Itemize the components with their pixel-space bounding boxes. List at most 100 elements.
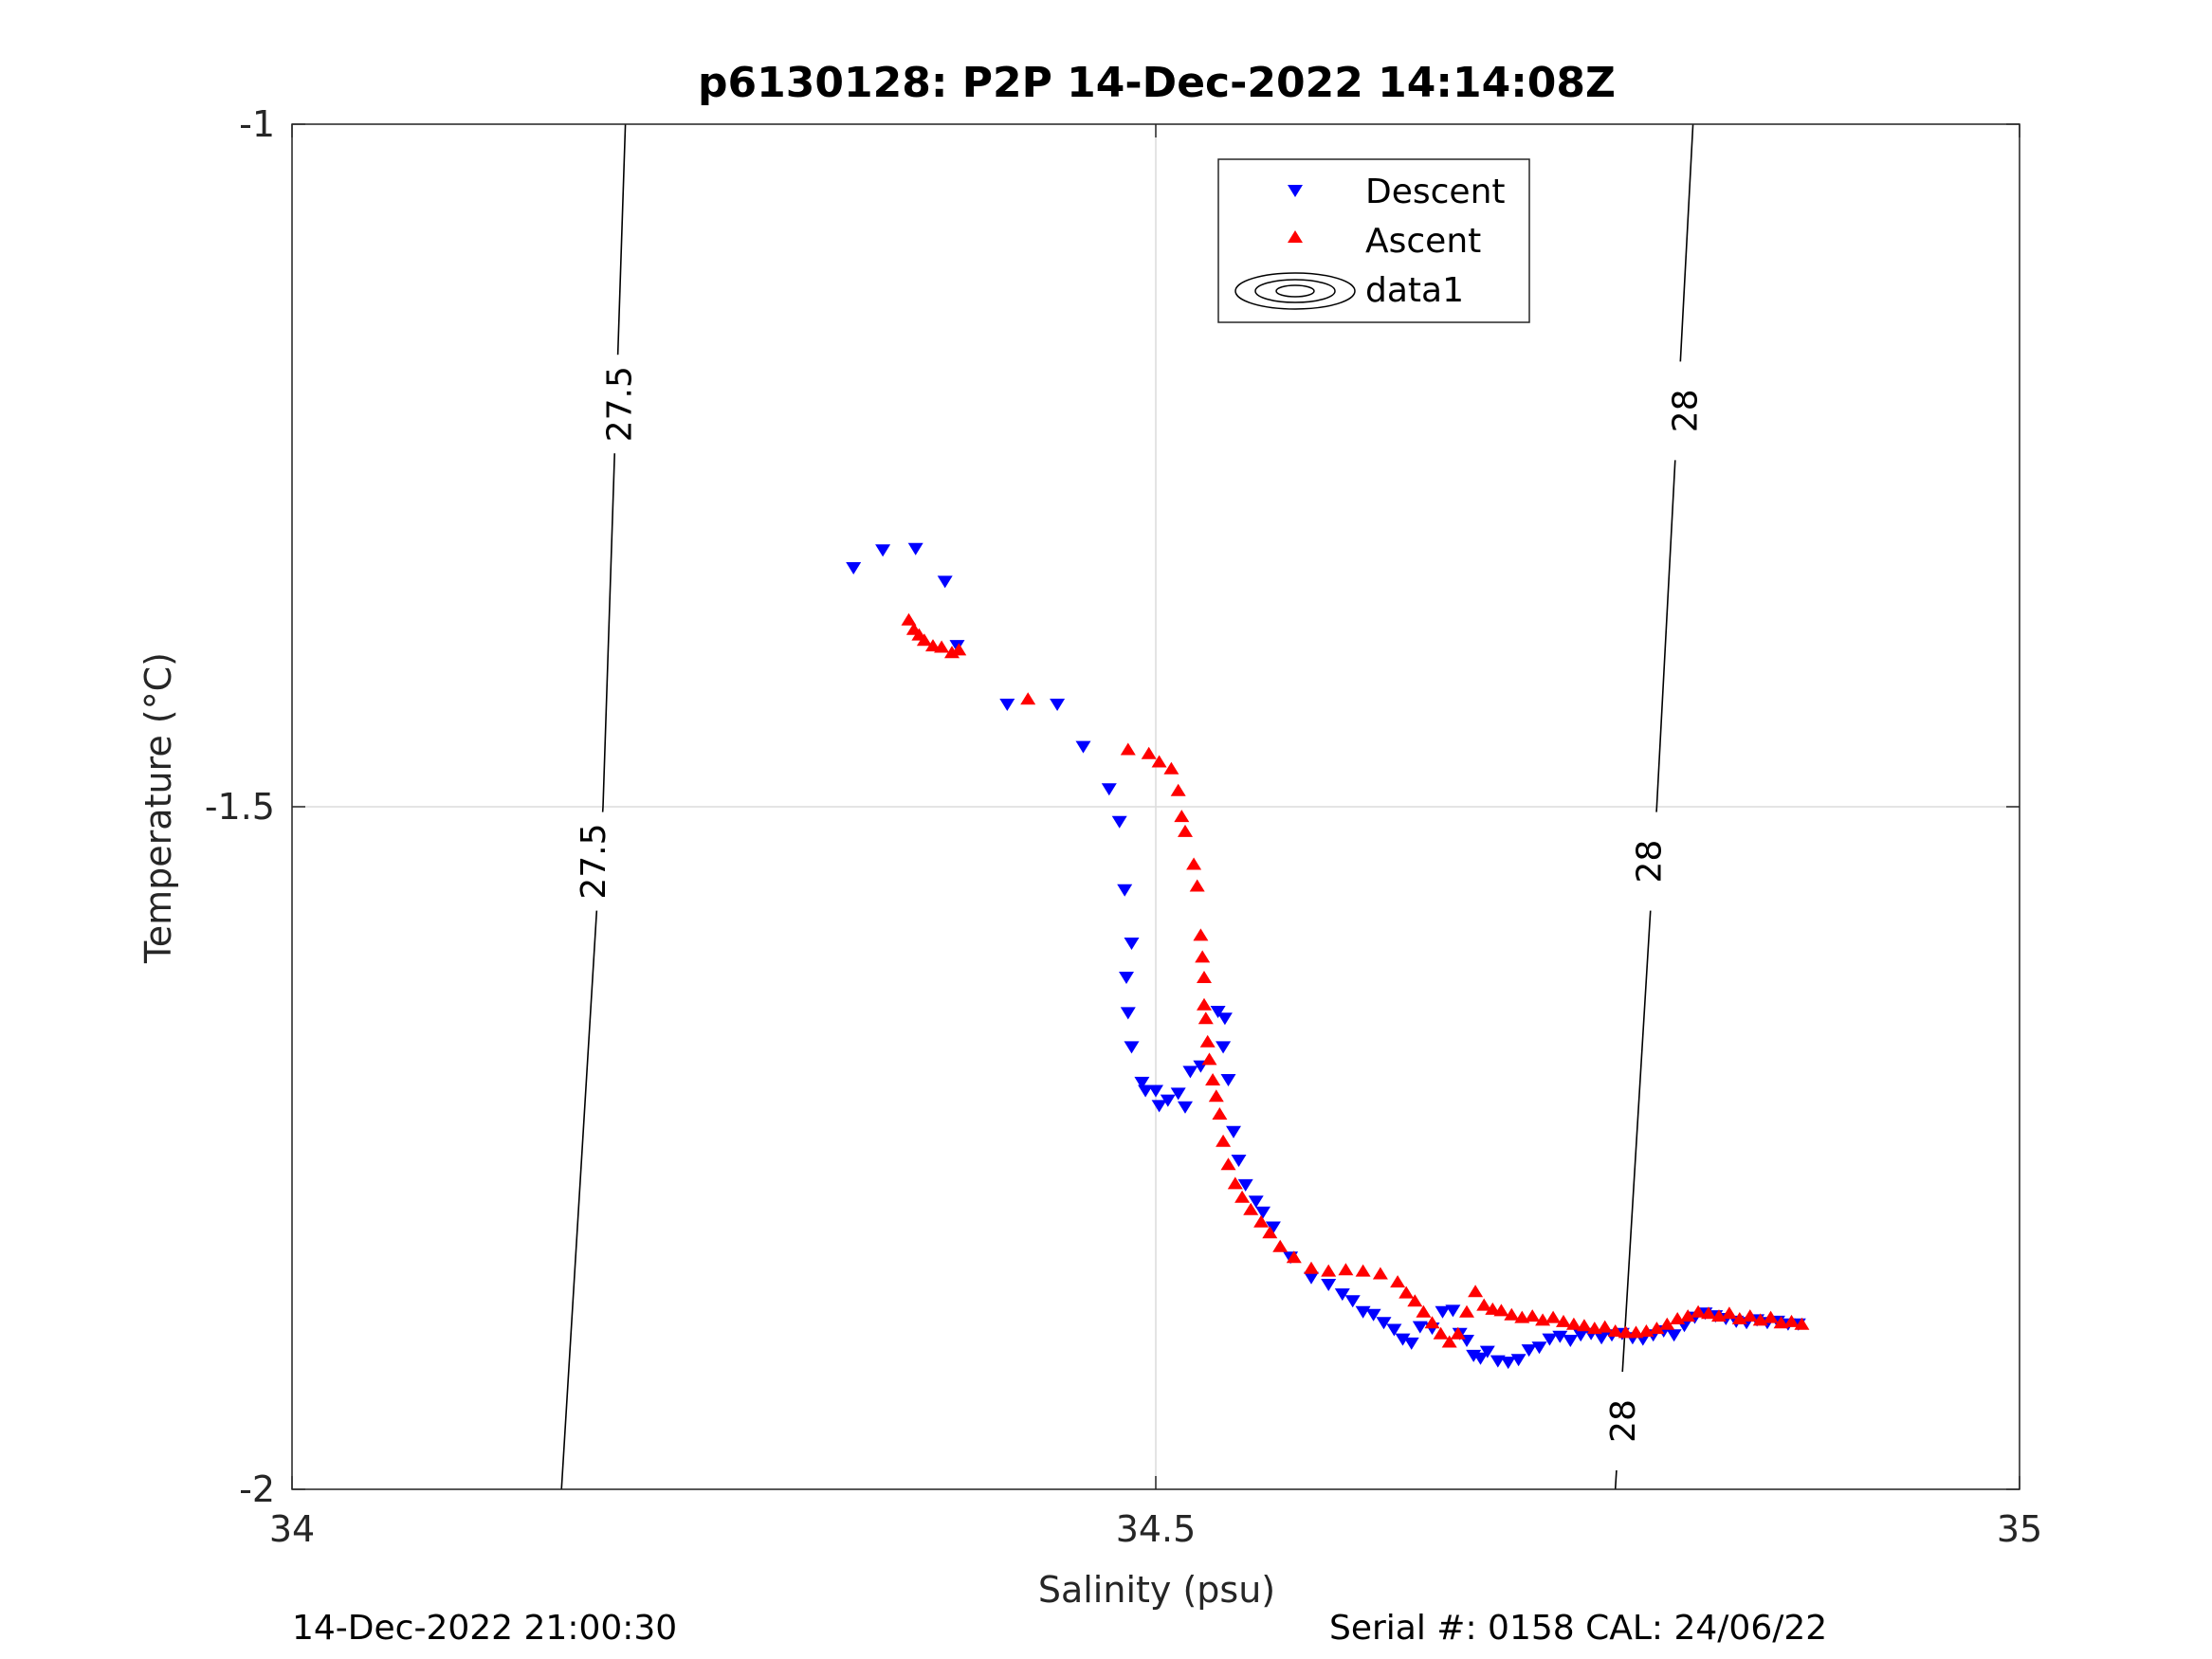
ascent-point <box>1286 1250 1302 1264</box>
descent-point <box>1365 1308 1381 1322</box>
ascent-point <box>1201 1052 1217 1066</box>
x-tick-label: 35 <box>1997 1508 2042 1550</box>
ascent-point <box>1783 1314 1800 1327</box>
ascent-point <box>1794 1317 1810 1330</box>
ascent-point <box>1468 1285 1484 1298</box>
ascent-point <box>1407 1294 1423 1307</box>
ascent-point <box>1450 1326 1466 1340</box>
descent-point <box>1050 699 1066 711</box>
ascent-point <box>1659 1317 1675 1330</box>
ascent-point <box>1227 1176 1243 1190</box>
ascent-point <box>1441 1335 1457 1348</box>
x-tick-label: 34 <box>269 1508 315 1550</box>
descent-point <box>1101 783 1117 796</box>
descent-point <box>1500 1357 1516 1370</box>
descent-point <box>1435 1305 1451 1319</box>
descent-point <box>937 575 953 589</box>
ascent-point <box>1459 1304 1474 1318</box>
ascent-point <box>1721 1306 1737 1320</box>
ascent-point <box>1424 1316 1440 1329</box>
legend-ascent-label: Ascent <box>1365 222 1481 261</box>
descent-point <box>1216 1012 1233 1026</box>
ascent-point <box>1355 1264 1371 1277</box>
descent-point <box>1403 1337 1419 1350</box>
descent-point <box>1075 740 1091 754</box>
contour-label-bg <box>599 355 638 454</box>
contour-label-bg <box>1629 811 1668 911</box>
ascent-point <box>1141 746 1157 759</box>
legend-ascent-marker <box>1288 230 1303 243</box>
descent-point <box>1666 1329 1682 1342</box>
ascent-point <box>1649 1322 1665 1335</box>
descent-point <box>1395 1333 1411 1346</box>
ascent-point <box>1338 1263 1354 1276</box>
ascent-point <box>1433 1326 1449 1340</box>
descent-point <box>1178 1101 1193 1114</box>
descent-point <box>1124 938 1140 950</box>
ascent-point <box>1742 1309 1758 1322</box>
ascent-point <box>1020 692 1036 705</box>
descent-point <box>1117 884 1133 897</box>
descent-point <box>1594 1332 1610 1345</box>
ascent-point <box>1773 1316 1789 1329</box>
descent-point <box>1160 1094 1176 1107</box>
ascent-point <box>1618 1325 1634 1339</box>
ascent-point <box>951 643 967 656</box>
contour-label-bg <box>1665 361 1704 461</box>
legend: Descent Ascent data1 <box>1217 158 1530 323</box>
ascent-point <box>1493 1304 1509 1317</box>
ascent-point <box>1262 1226 1278 1239</box>
contour-line-27.5 <box>560 123 627 1490</box>
ascent-point <box>1205 1073 1221 1085</box>
ascent-point <box>1208 1089 1224 1103</box>
descent-point <box>1182 1066 1198 1079</box>
footer-serial: Serial #: 0158 CAL: 24/06/22 <box>1329 1609 1828 1648</box>
descent-point <box>1265 1221 1281 1234</box>
footer-timestamp: 14-Dec-2022 21:00:30 <box>292 1609 678 1648</box>
descent-point <box>1552 1330 1568 1343</box>
contour-label-bg <box>574 811 612 911</box>
chart-title: p6130128: P2P 14-Dec-2022 14:14:08Z <box>698 59 1616 107</box>
descent-point <box>1210 1006 1226 1018</box>
descent-point <box>875 544 891 557</box>
descent-point <box>1231 1155 1247 1167</box>
descent-point <box>1376 1317 1392 1330</box>
ascent-series <box>901 612 1810 1348</box>
descent-point <box>1321 1279 1337 1291</box>
ascent-point <box>1199 1034 1216 1048</box>
ascent-point <box>1372 1267 1388 1280</box>
descent-point <box>1216 1041 1232 1054</box>
ascent-point <box>1253 1214 1270 1228</box>
descent-point <box>846 562 862 574</box>
descent-point <box>1237 1178 1253 1192</box>
x-tick-label: 34.5 <box>1116 1508 1197 1550</box>
descent-point <box>1304 1271 1319 1285</box>
ascent-point <box>1398 1285 1415 1299</box>
ascent-point <box>1186 857 1202 870</box>
ascent-point <box>1607 1324 1623 1337</box>
ascent-point <box>1525 1309 1541 1322</box>
ascent-point <box>1597 1320 1613 1333</box>
ascent-point <box>1189 879 1205 892</box>
contour-label: 28 <box>1630 840 1669 884</box>
descent-point <box>1226 1125 1241 1139</box>
descent-point <box>1472 1352 1489 1365</box>
ascent-point <box>1243 1202 1259 1215</box>
descent-point <box>1334 1288 1350 1302</box>
descent-point <box>1255 1206 1271 1219</box>
ascent-point <box>1576 1319 1592 1332</box>
ascent-point <box>1220 1158 1236 1171</box>
descent-point <box>1134 1076 1150 1089</box>
ascent-point <box>1197 997 1212 1011</box>
descent-point <box>907 542 923 556</box>
axis-ticks: 34 34.5 35 -1 -1.5 -2 <box>205 103 2042 1550</box>
x-axis-label: Salinity (psu) <box>1038 1569 1275 1611</box>
ascent-point <box>1556 1314 1571 1327</box>
descent-point <box>1248 1195 1264 1209</box>
descent-point <box>999 699 1015 711</box>
descent-point <box>1124 1041 1140 1054</box>
y-tick-label: -1 <box>239 103 275 145</box>
legend-contour-icon <box>1234 272 1356 310</box>
contour-label-bg <box>1602 1372 1641 1470</box>
contour-label: 27.5 <box>600 366 639 442</box>
